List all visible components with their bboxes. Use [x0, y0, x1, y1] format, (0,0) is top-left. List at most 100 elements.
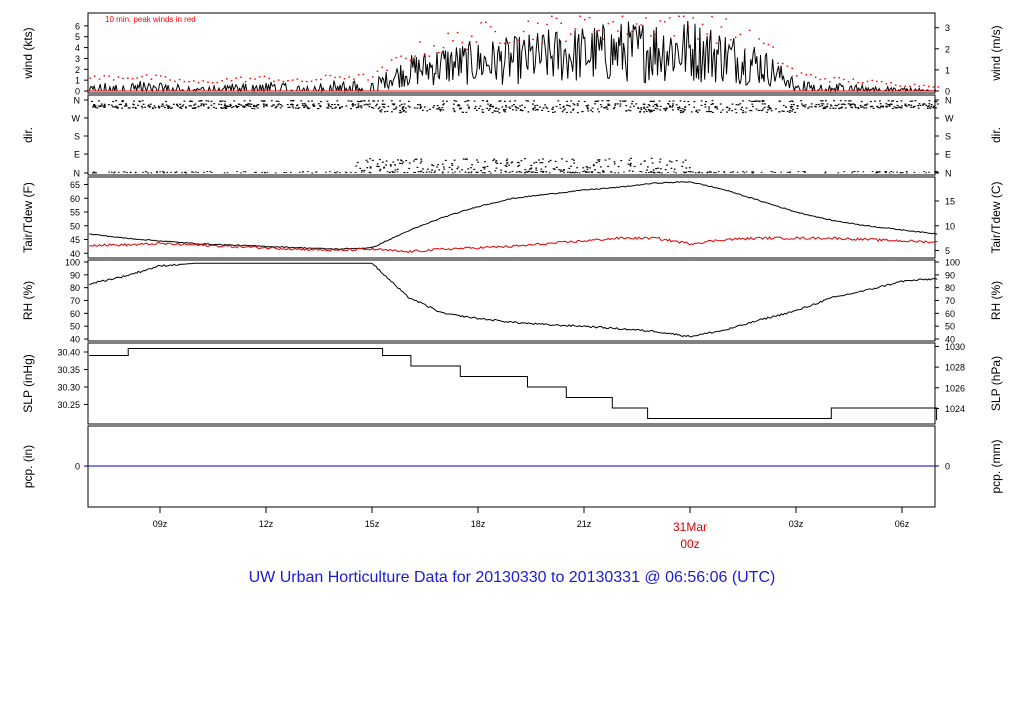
wind-peak-point	[348, 76, 350, 78]
direction-point	[887, 100, 890, 102]
direction-point	[670, 161, 673, 163]
wind-peak-point	[310, 80, 313, 82]
direction-point	[761, 100, 764, 103]
direction-point	[344, 171, 347, 173]
direction-point	[891, 107, 894, 110]
wind-peak-point	[480, 22, 482, 24]
wind-peak-point	[112, 79, 115, 81]
direction-point	[820, 103, 823, 105]
direction-point	[760, 171, 763, 173]
direction-point	[711, 111, 714, 113]
direction-point	[566, 104, 568, 106]
direction-point	[114, 171, 116, 173]
direction-point	[115, 100, 117, 102]
direction-point	[847, 103, 850, 105]
direction-point	[166, 171, 168, 173]
direction-point	[466, 100, 469, 102]
direction-point	[890, 103, 892, 105]
direction-point	[804, 106, 807, 108]
direction-point	[629, 110, 632, 112]
direction-point	[637, 107, 639, 109]
direction-point	[934, 100, 936, 102]
direction-point	[932, 107, 935, 109]
wind-peak-point	[485, 21, 487, 23]
direction-point	[628, 159, 631, 161]
direction-point	[735, 112, 738, 114]
direction-point	[758, 100, 761, 102]
direction-point	[655, 168, 657, 170]
direction-point	[190, 105, 192, 107]
y-axis-label-right-pressure: SLP (hPa)	[989, 356, 1003, 411]
direction-point	[223, 104, 226, 107]
x-date-hour-label: 00z	[680, 537, 699, 551]
direction-point	[659, 172, 661, 174]
direction-point	[629, 164, 632, 166]
direction-point	[490, 172, 492, 174]
direction-point	[555, 166, 558, 168]
direction-point	[689, 171, 692, 173]
direction-point	[928, 103, 931, 105]
direction-point	[302, 171, 305, 173]
direction-point	[163, 172, 165, 174]
direction-point	[698, 171, 701, 173]
direction-point	[391, 111, 393, 113]
direction-point	[432, 165, 435, 167]
direction-point	[488, 109, 490, 111]
direction-point	[723, 172, 726, 174]
direction-point	[110, 104, 113, 106]
direction-point	[521, 110, 524, 112]
direction-point	[768, 105, 770, 107]
direction-point	[751, 172, 753, 174]
direction-point	[646, 169, 648, 171]
direction-point	[678, 106, 681, 108]
direction-point	[253, 104, 256, 106]
direction-point	[508, 106, 511, 108]
wind-peak-point	[640, 24, 643, 26]
direction-point	[789, 110, 791, 112]
direction-point	[202, 103, 205, 105]
direction-point	[829, 104, 832, 106]
direction-point	[265, 103, 268, 105]
direction-point	[576, 103, 579, 105]
wind-peak-point	[697, 38, 699, 40]
direction-point	[791, 100, 794, 103]
direction-point	[192, 171, 195, 173]
direction-point	[508, 164, 511, 166]
x-tick-label: 09z	[153, 519, 168, 529]
y-tick-label-right-wind: 0	[945, 87, 950, 97]
direction-point	[223, 172, 226, 174]
direction-point	[857, 106, 859, 109]
direction-point	[614, 104, 617, 106]
direction-point	[501, 106, 504, 108]
direction-point	[181, 105, 184, 107]
direction-point	[655, 103, 658, 105]
panel-frame-pressure	[87, 342, 936, 425]
direction-point	[319, 105, 321, 107]
wind-peak-point	[532, 38, 534, 41]
direction-point	[576, 112, 579, 114]
direction-point	[451, 172, 454, 174]
wind-peak-point	[772, 46, 774, 48]
direction-point	[476, 159, 478, 161]
direction-point	[694, 172, 697, 174]
direction-point	[688, 104, 691, 106]
direction-point	[569, 105, 571, 107]
direction-point	[576, 172, 579, 174]
direction-point	[596, 100, 598, 102]
direction-point	[94, 106, 97, 109]
direction-point	[495, 107, 498, 109]
y-tick-label-pressure: 30.30	[57, 383, 80, 393]
direction-point	[118, 103, 121, 106]
y-axis-label-right-precipitation: pcp. (mm)	[989, 439, 1003, 493]
direction-point	[668, 160, 671, 162]
direction-point	[625, 110, 628, 112]
direction-point	[541, 162, 544, 164]
direction-point	[650, 110, 653, 112]
direction-point	[381, 103, 384, 105]
direction-point	[145, 171, 148, 173]
direction-point	[572, 109, 574, 111]
direction-point	[728, 107, 731, 110]
direction-point	[359, 167, 362, 169]
direction-point	[99, 105, 102, 107]
direction-point	[328, 104, 330, 106]
